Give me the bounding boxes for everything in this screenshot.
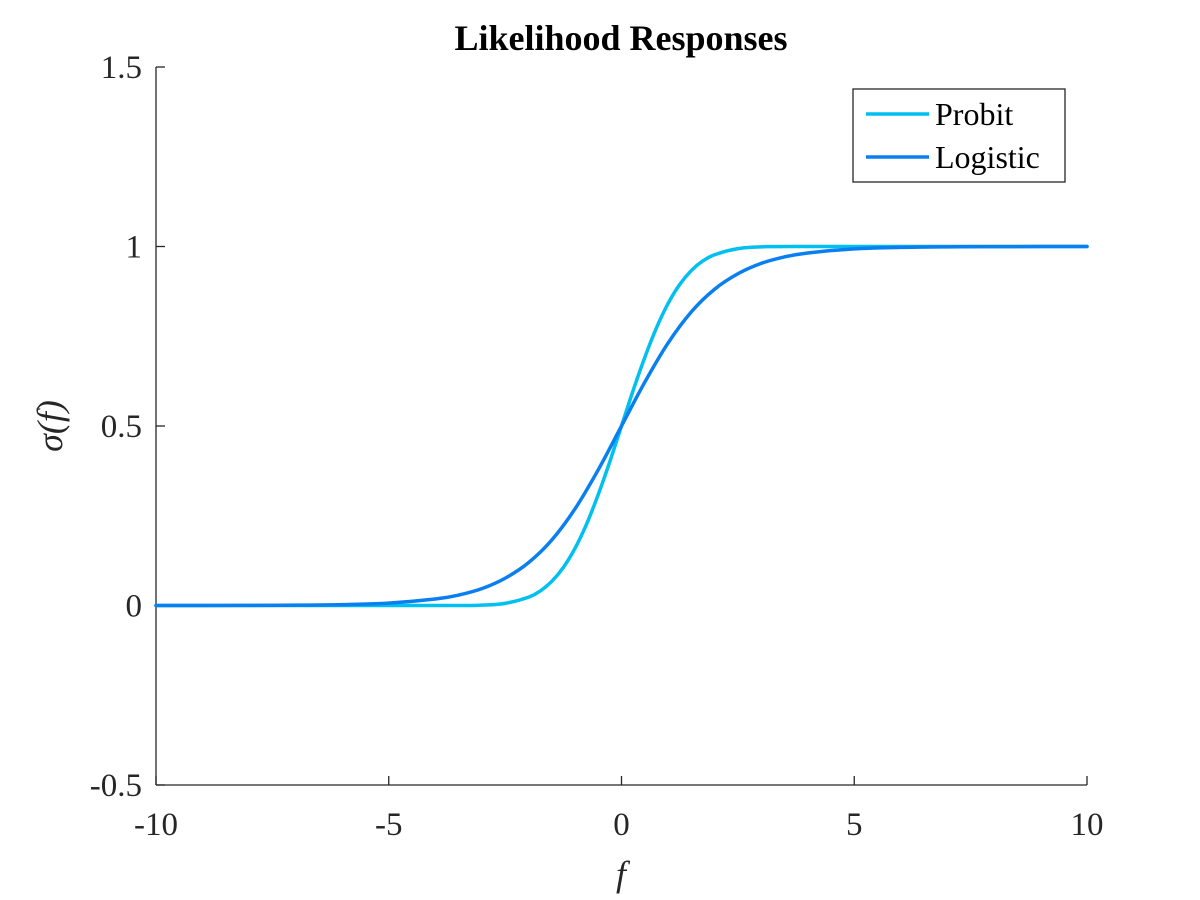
x-tick-label: -10 bbox=[134, 807, 178, 843]
legend: Probit Logistic bbox=[852, 88, 1066, 183]
x-tick-label: 5 bbox=[846, 807, 863, 843]
legend-box bbox=[852, 88, 1066, 183]
y-tick-label: -0.5 bbox=[90, 768, 142, 804]
legend-label-logistic: Logistic bbox=[935, 139, 1040, 175]
y-tick-label: 1 bbox=[126, 230, 143, 266]
y-axis-label: σ(f) bbox=[30, 400, 70, 452]
y-tick-label: 0.5 bbox=[101, 409, 142, 445]
y-tick-label: 0 bbox=[126, 589, 143, 625]
series-lines bbox=[154, 244, 1089, 608]
y-ticks: -0.5 0 0.5 1 1.5 bbox=[90, 50, 165, 804]
plot-area: -10 -5 0 5 10 -0.5 0 0.5 1 1.5 bbox=[90, 50, 1104, 843]
x-tick-label: 10 bbox=[1071, 807, 1104, 843]
x-tick-label: 0 bbox=[613, 807, 630, 843]
y-tick-label: 1.5 bbox=[101, 50, 142, 86]
x-tick-label: -5 bbox=[375, 807, 403, 843]
series-line-logistic bbox=[154, 244, 1089, 608]
chart-title: Likelihood Responses bbox=[454, 18, 787, 58]
legend-label-probit: Probit bbox=[935, 96, 1013, 132]
x-ticks: -10 -5 0 5 10 bbox=[134, 776, 1104, 843]
